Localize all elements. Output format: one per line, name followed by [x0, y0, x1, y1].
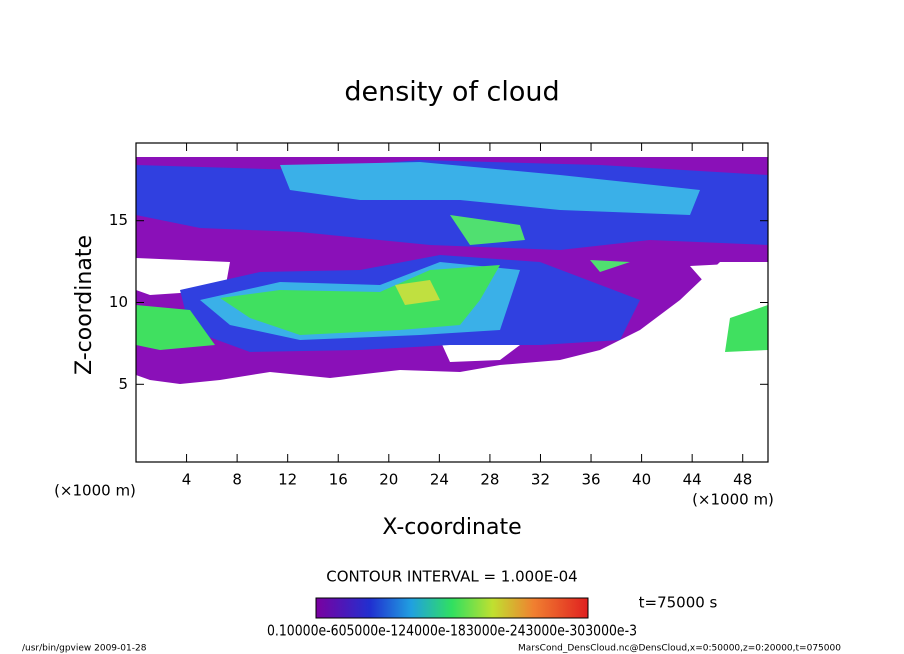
y-tick-label: 5	[118, 375, 128, 393]
y-axis-label: Z-coordinate	[72, 235, 97, 375]
x-tick-label: 28	[480, 471, 499, 489]
contour-interval: CONTOUR INTERVAL = 1.000E-04	[326, 568, 577, 586]
x-tick-label: 44	[683, 471, 702, 489]
y-tick-label: 15	[109, 211, 128, 229]
x-tick-label: 40	[632, 471, 651, 489]
y-tick-label: 10	[109, 293, 128, 311]
x-tick-label: 20	[379, 471, 398, 489]
footer-left: /usr/bin/gpview 2009-01-28	[22, 644, 147, 654]
x-tick-label: 16	[329, 471, 348, 489]
x-tick-label: 4	[182, 471, 192, 489]
footer-right: MarsCond_DensCloud.nc@DensCloud,x=0:5000…	[518, 644, 841, 654]
x-tick-label: 12	[278, 471, 297, 489]
chart-title: density of cloud	[344, 77, 559, 108]
y-unit: (×1000 m)	[54, 482, 136, 500]
x-tick-label: 48	[733, 471, 752, 489]
x-axis-label: X-coordinate	[382, 515, 521, 540]
x-tick-label: 32	[531, 471, 550, 489]
contour-field	[136, 157, 768, 384]
colorbar	[315, 597, 589, 619]
x-tick-label: 24	[430, 471, 449, 489]
x-tick-label: 8	[232, 471, 242, 489]
x-tick-label: 36	[581, 471, 600, 489]
x-unit: (×1000 m)	[692, 491, 774, 509]
time-label: t=75000 s	[639, 594, 718, 612]
colorbar-labels: 0.10000e-605000e-124000e-183000e-243000e…	[267, 622, 637, 640]
